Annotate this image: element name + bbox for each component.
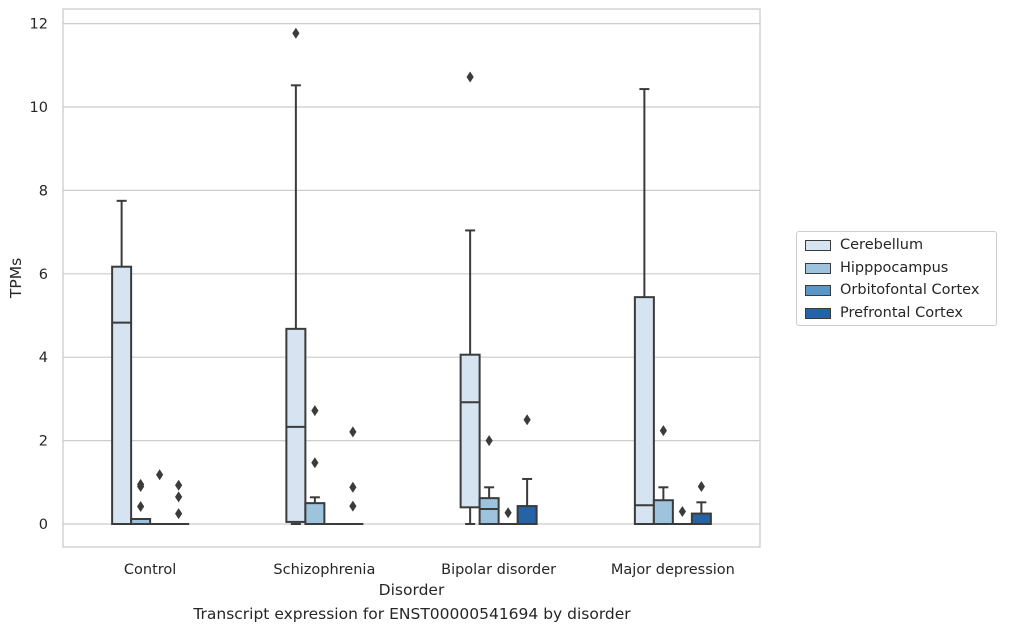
outlier-point bbox=[137, 480, 145, 492]
x-axis-label: Disorder bbox=[379, 581, 445, 599]
box-body bbox=[285, 327, 307, 523]
outlier-point bbox=[349, 426, 357, 438]
outlier-point bbox=[292, 27, 300, 39]
outlier-point bbox=[349, 500, 357, 512]
box-body bbox=[111, 265, 133, 525]
x-tick-label: Major depression bbox=[611, 562, 735, 578]
outlier-point bbox=[485, 435, 493, 447]
outlier-point bbox=[466, 71, 474, 83]
box-hipppocampus bbox=[478, 435, 500, 525]
box-prefrontal-cortex bbox=[516, 414, 538, 525]
x-tick-label: Bipolar disorder bbox=[441, 562, 556, 578]
outlier-point bbox=[678, 505, 686, 517]
box-cerebellum bbox=[285, 27, 307, 525]
y-tick-label: 6 bbox=[39, 267, 48, 283]
box-hipppocampus bbox=[130, 478, 152, 525]
box-hipppocampus bbox=[652, 425, 674, 525]
legend-item-prefrontal: Prefrontal Cortex bbox=[805, 303, 963, 323]
box-cerebellum bbox=[459, 71, 481, 525]
outlier-point bbox=[175, 491, 183, 503]
legend-label-prefrontal: Prefrontal Cortex bbox=[840, 305, 963, 321]
box-body bbox=[459, 353, 481, 509]
outlier-point bbox=[659, 425, 667, 437]
outlier-point bbox=[697, 480, 705, 492]
x-tick-label: Control bbox=[124, 562, 176, 578]
box-prefrontal-cortex bbox=[690, 480, 712, 526]
y-tick-label: 12 bbox=[30, 17, 48, 33]
y-tick-label: 4 bbox=[39, 350, 48, 366]
box-orbitofontal-cortex bbox=[497, 507, 519, 526]
legend-item-cerebellum: Cerebellum bbox=[805, 235, 923, 255]
box-hipppocampus bbox=[304, 405, 326, 525]
legend-label-cerebellum: Cerebellum bbox=[840, 237, 924, 253]
y-tick-label: 0 bbox=[39, 517, 48, 533]
legend-label-orbitofrontal: Orbitofontal Cortex bbox=[840, 282, 980, 298]
y-tick-label: 10 bbox=[30, 100, 48, 116]
legend-swatch-orbitofrontal bbox=[805, 284, 831, 296]
box-body bbox=[478, 497, 500, 525]
chart-caption: Transcript expression for ENST0000054169… bbox=[193, 605, 631, 623]
plot-area-frame bbox=[62, 8, 761, 548]
x-tick-labels: Control Schizophrenia Bipolar disorder Majo… bbox=[124, 562, 735, 578]
box-prefrontal-cortex bbox=[342, 426, 364, 526]
y-tick-label: 2 bbox=[39, 434, 48, 450]
outlier-point bbox=[311, 405, 319, 417]
outlier-point bbox=[175, 479, 183, 491]
legend-item-orbitofrontal: Orbitofontal Cortex bbox=[805, 280, 979, 300]
box-body bbox=[304, 502, 326, 525]
y-tick-label: 8 bbox=[39, 183, 48, 199]
box-orbitofontal-cortex bbox=[149, 469, 171, 526]
box-body bbox=[633, 296, 655, 526]
x-tick-label: Schizophrenia bbox=[273, 562, 375, 578]
outlier-point bbox=[349, 481, 357, 493]
legend-swatch-hippocampus bbox=[805, 262, 831, 274]
legend-label-hippocampus: Hipppocampus bbox=[840, 260, 949, 276]
box-body bbox=[516, 505, 538, 525]
box-body bbox=[652, 499, 674, 525]
y-tick-labels: 0 2 4 6 8 10 12 bbox=[30, 17, 48, 533]
box-marks bbox=[111, 27, 712, 526]
gridlines bbox=[63, 23, 760, 525]
box-body bbox=[690, 512, 712, 526]
outlier-point bbox=[311, 457, 319, 469]
legend-swatch-prefrontal bbox=[805, 307, 831, 319]
box-orbitofontal-cortex bbox=[671, 505, 693, 526]
outlier-point bbox=[504, 507, 512, 519]
outlier-point bbox=[175, 508, 183, 520]
outlier-point bbox=[156, 469, 164, 481]
legend: Cerebellum Hipppocampus Orbitofontal Cor… bbox=[796, 231, 997, 326]
outlier-point bbox=[523, 414, 531, 426]
legend-swatch-cerebellum bbox=[805, 239, 831, 251]
legend-item-hippocampus: Hipppocampus bbox=[805, 258, 948, 278]
box-prefrontal-cortex bbox=[168, 479, 190, 526]
y-axis-label: TPMs bbox=[7, 258, 25, 299]
box-cerebellum bbox=[633, 88, 655, 526]
box-cerebellum bbox=[111, 199, 133, 525]
outlier-point bbox=[137, 500, 145, 512]
